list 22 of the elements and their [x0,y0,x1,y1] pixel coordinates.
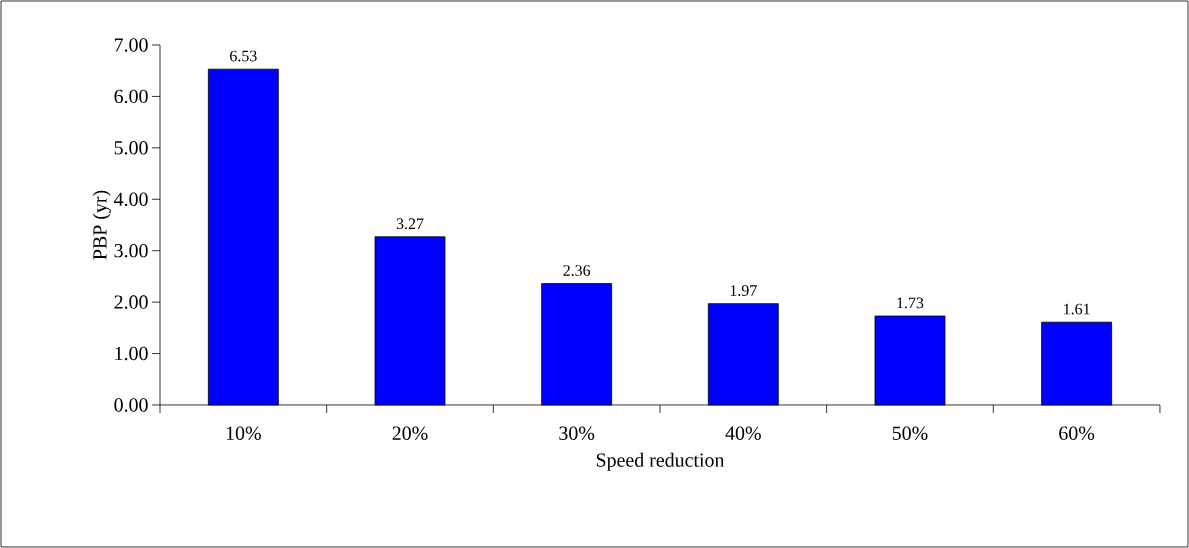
data-label: 1.73 [897,297,924,309]
y-tick-label: 2.00 [114,295,148,309]
data-label: 2.36 [563,265,591,276]
y-tick-label: 7.00 [114,38,148,52]
data-label: 1.97 [730,285,757,296]
y-tick-label: 6.00 [114,89,148,104]
y-axis-title: PBP (yr) [92,190,111,260]
y-tick-label: 0.00 [114,398,148,412]
y-tick-label: 4.00 [114,192,148,207]
data-label: 1.61 [1064,303,1090,315]
y-tick-label: 3.00 [114,243,148,258]
data-label: 3.27 [396,218,424,230]
x-tick-label: 40% [725,426,761,440]
x-tick-label: 30% [559,426,595,440]
y-tick-label: 5.00 [114,141,148,155]
x-tick-label: 10% [226,426,261,440]
x-axis-title: Speed reduction [596,452,725,471]
x-tick-label: 60% [1059,426,1095,440]
x-tick-label: 20% [392,426,428,440]
data-label: 6.53 [230,50,257,62]
x-tick-label: 50% [892,426,928,440]
y-tick-label: 1.00 [115,346,148,361]
